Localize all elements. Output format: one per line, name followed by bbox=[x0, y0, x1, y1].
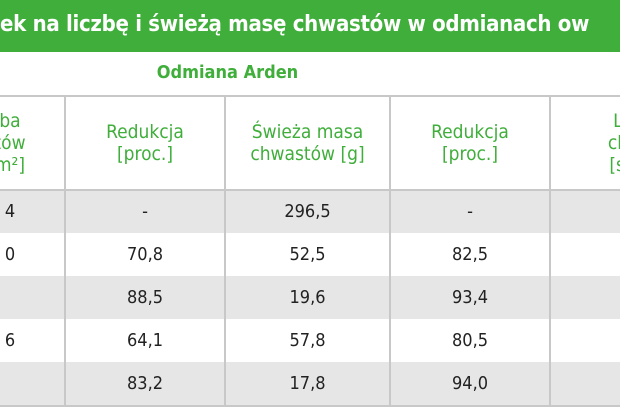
column-rule bbox=[389, 95, 391, 405]
cell: 6 bbox=[4, 330, 16, 351]
cell: 88,5 bbox=[126, 287, 164, 308]
header-line: ba bbox=[0, 109, 21, 132]
cell: 1 bbox=[550, 362, 620, 405]
cell: 17,8 bbox=[289, 373, 326, 394]
column-rule bbox=[224, 95, 226, 405]
row-band bbox=[0, 276, 620, 319]
cell: 5 bbox=[550, 190, 620, 233]
cell: 19,6 bbox=[289, 287, 326, 308]
column-header: Redukcja [proc.] bbox=[65, 95, 225, 190]
cell: 2 bbox=[550, 319, 620, 362]
column-header: batówm²] bbox=[0, 95, 65, 190]
header-line: [szt bbox=[609, 153, 620, 176]
cell: 82,5 bbox=[451, 244, 489, 265]
header-line: chw bbox=[607, 131, 620, 154]
column-header: Redukcja [proc.] bbox=[390, 95, 550, 190]
header-line: Redukcja bbox=[431, 120, 509, 143]
column-header: Świeża masa chwastów [g] bbox=[225, 95, 390, 190]
group-header: Odmiana Arden bbox=[156, 62, 299, 83]
cell: 1 bbox=[550, 233, 620, 276]
cell: 64,1 bbox=[126, 330, 164, 351]
cell: 4 bbox=[4, 201, 16, 222]
header-line: [proc.] bbox=[116, 142, 174, 165]
cell: 0 bbox=[4, 244, 16, 265]
row-band bbox=[0, 362, 620, 405]
header-line: m²] bbox=[0, 153, 26, 176]
header-line: Świeża masa bbox=[251, 120, 364, 143]
cell: 57,8 bbox=[289, 330, 326, 351]
cell: 52,5 bbox=[289, 244, 326, 265]
header-line: Lic bbox=[613, 110, 620, 132]
rule bbox=[0, 189, 620, 191]
header-line: Redukcja bbox=[106, 120, 184, 143]
cell: 70,8 bbox=[126, 244, 164, 265]
cell: 93,4 bbox=[451, 287, 489, 308]
column-rule bbox=[64, 95, 66, 405]
column-header: Licchw[szt bbox=[550, 95, 620, 190]
cell: - bbox=[467, 201, 473, 222]
cell: 80,5 bbox=[451, 330, 489, 351]
cell: 296,5 bbox=[284, 201, 331, 222]
header-line: tów bbox=[0, 131, 26, 154]
header-line: chwastów [g] bbox=[250, 142, 365, 165]
cell: - bbox=[142, 201, 148, 222]
cell: 5 bbox=[550, 276, 620, 319]
column-rule bbox=[549, 95, 551, 405]
cell: 94,0 bbox=[451, 373, 489, 394]
title: ek na liczbę i świeżą masę chwastów w od… bbox=[0, 12, 590, 37]
rule bbox=[0, 95, 620, 97]
title-bar bbox=[0, 0, 620, 52]
row-band bbox=[0, 190, 620, 233]
rule bbox=[0, 405, 620, 407]
cell: 83,2 bbox=[126, 373, 164, 394]
header-line: [proc.] bbox=[441, 142, 499, 165]
